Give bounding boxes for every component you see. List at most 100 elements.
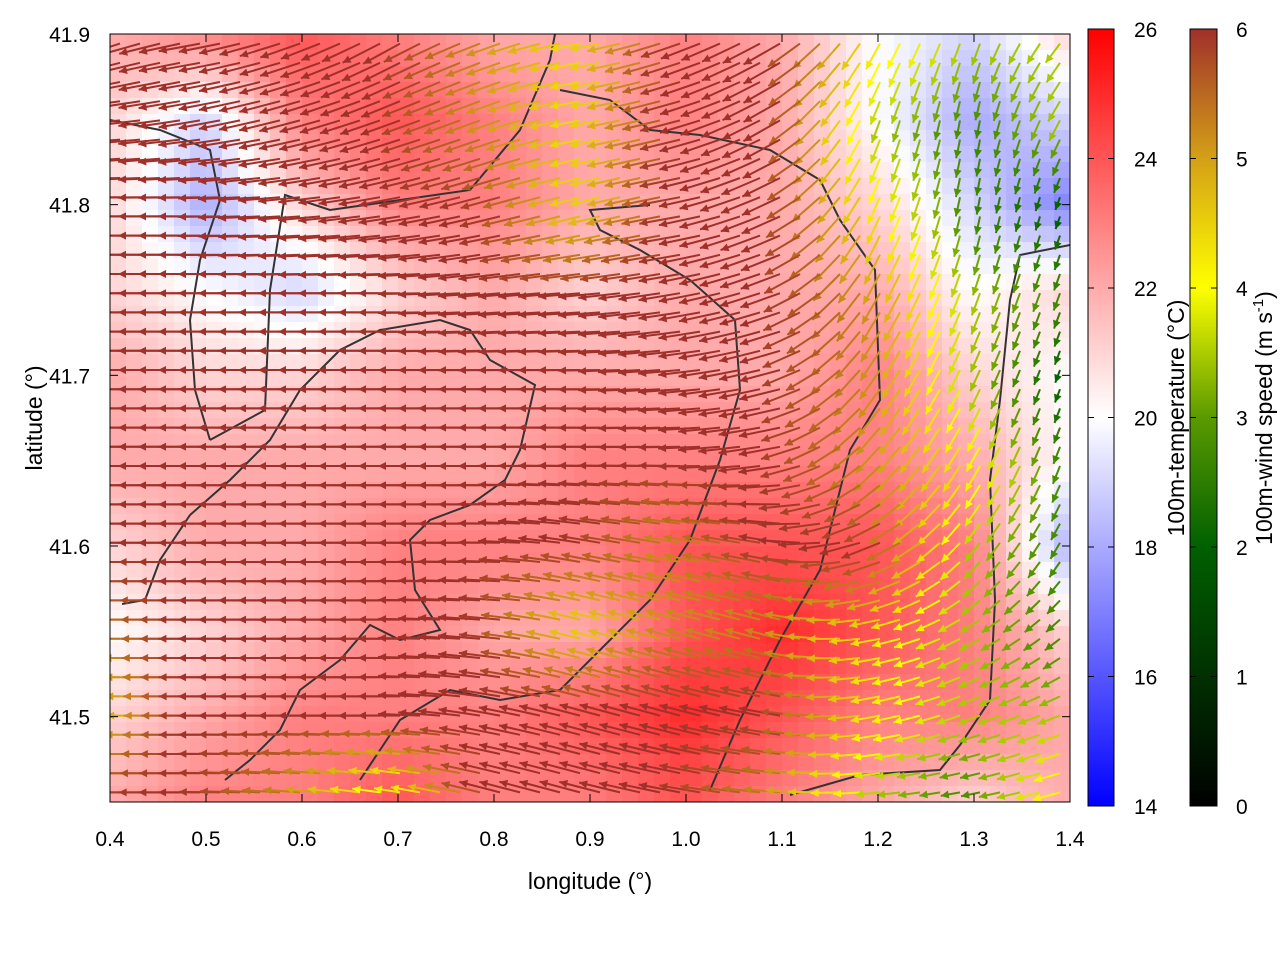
heatmap-cell: [734, 498, 751, 515]
heatmap-cell: [1006, 466, 1023, 483]
heatmap-cell: [814, 50, 831, 67]
heatmap-cell: [270, 354, 287, 371]
heatmap-cell: [606, 370, 623, 387]
wind-vector-head: [98, 157, 106, 165]
heatmap-cell: [894, 194, 911, 211]
heatmap-cell: [910, 354, 927, 371]
heatmap-cell: [958, 98, 975, 115]
heatmap-cell: [478, 322, 495, 339]
heatmap-cell: [222, 306, 239, 323]
heatmap-cell: [974, 322, 991, 339]
heatmap-cell: [846, 658, 863, 675]
heatmap-cell: [110, 274, 127, 291]
heatmap-cell: [654, 418, 671, 435]
heatmap-cell: [414, 370, 431, 387]
heatmap-cell: [414, 274, 431, 291]
heatmap-cell: [670, 34, 687, 51]
heatmap-cell: [846, 306, 863, 323]
heatmap-cell: [878, 114, 895, 131]
heatmap-cell: [366, 466, 383, 483]
heatmap-cell: [222, 754, 239, 771]
heatmap-cell: [286, 370, 303, 387]
heatmap-cell: [670, 146, 687, 163]
heatmap-cell: [494, 322, 511, 339]
heatmap-cell: [558, 146, 575, 163]
heatmap-cell: [430, 402, 447, 419]
heatmap-cell: [158, 146, 175, 163]
heatmap-cell: [862, 434, 879, 451]
heatmap-cell: [286, 338, 303, 355]
heatmap-cell: [286, 610, 303, 627]
heatmap-cell: [574, 370, 591, 387]
heatmap-cell: [798, 130, 815, 147]
heatmap-cell: [830, 290, 847, 307]
heatmap-cell: [110, 754, 127, 771]
heatmap-cell: [238, 690, 255, 707]
heatmap-cell: [414, 466, 431, 483]
heatmap-cell: [398, 690, 415, 707]
heatmap-cell: [286, 546, 303, 563]
heatmap-cell: [318, 434, 335, 451]
heatmap-cell: [254, 370, 271, 387]
heatmap-cell: [366, 530, 383, 547]
heatmap-cell: [926, 530, 943, 547]
heatmap-cell: [782, 114, 799, 131]
heatmap-cell: [510, 50, 527, 67]
heatmap-cell: [126, 466, 143, 483]
heatmap-cell: [398, 434, 415, 451]
heatmap-cell: [830, 50, 847, 67]
heatmap-cell: [590, 50, 607, 67]
heatmap-cell: [1038, 322, 1055, 339]
wind-vector-head: [98, 232, 106, 240]
heatmap-cell: [1038, 338, 1055, 355]
heatmap-cell: [542, 402, 559, 419]
heatmap-cell: [1054, 98, 1070, 115]
heatmap-cell: [782, 210, 799, 227]
wind-vector-head: [78, 251, 86, 259]
heatmap-cell: [206, 514, 223, 531]
heatmap-cell: [206, 722, 223, 739]
heatmap-cell: [366, 34, 383, 51]
heatmap-cell: [318, 450, 335, 467]
heatmap-cell: [238, 322, 255, 339]
heatmap-cell: [206, 738, 223, 755]
heatmap-cell: [206, 530, 223, 547]
heatmap-cell: [782, 66, 799, 83]
heatmap-cell: [910, 322, 927, 339]
heatmap-cell: [286, 258, 303, 275]
wind-vector-head: [98, 289, 106, 297]
heatmap-cell: [238, 338, 255, 355]
heatmap-cell: [558, 354, 575, 371]
heatmap-cell: [286, 514, 303, 531]
heatmap-cell: [238, 546, 255, 563]
heatmap-cell: [366, 658, 383, 675]
heatmap-cell: [542, 258, 559, 275]
heatmap-cell: [190, 50, 207, 67]
heatmap-cell: [158, 306, 175, 323]
heatmap-cell: [446, 594, 463, 611]
heatmap-cell: [542, 322, 559, 339]
heatmap-cell: [846, 370, 863, 387]
heatmap-cell: [1038, 50, 1055, 67]
heatmap-cell: [446, 402, 463, 419]
heatmap-cell: [318, 466, 335, 483]
heatmap-cell: [510, 258, 527, 275]
heatmap-cell: [878, 194, 895, 211]
heatmap-cell: [814, 82, 831, 99]
heatmap-cell: [286, 562, 303, 579]
heatmap-cell: [222, 786, 239, 802]
heatmap-cell: [654, 450, 671, 467]
heatmap-cell: [158, 498, 175, 515]
heatmap-cell: [190, 306, 207, 323]
heatmap-cell: [254, 226, 271, 243]
heatmap-cell: [206, 450, 223, 467]
heatmap-cell: [622, 146, 639, 163]
heatmap-cell: [238, 626, 255, 643]
heatmap-cell: [590, 354, 607, 371]
heatmap-cell: [958, 210, 975, 227]
heatmap-cell: [286, 690, 303, 707]
heatmap-cell: [958, 130, 975, 147]
heatmap-cell: [734, 34, 751, 51]
heatmap-cell: [942, 674, 959, 691]
heatmap-cell: [670, 450, 687, 467]
